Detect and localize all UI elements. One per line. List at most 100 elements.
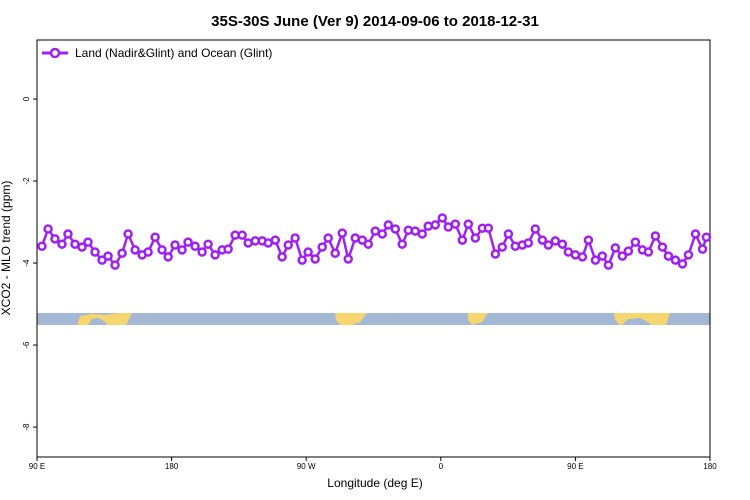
data-point	[190, 241, 200, 251]
data-point	[483, 223, 494, 233]
x-axis-label: Longitude (deg E)	[327, 476, 422, 490]
data-point	[650, 231, 661, 241]
data-point	[63, 229, 73, 239]
data-point	[277, 252, 287, 262]
data-point	[90, 247, 100, 257]
data-point	[490, 249, 501, 259]
data-point	[630, 237, 641, 247]
data-point	[143, 247, 153, 257]
data-point	[430, 220, 441, 230]
data-point	[550, 236, 561, 246]
data-point	[697, 244, 708, 254]
data-point	[43, 224, 53, 234]
data-point	[690, 229, 701, 239]
data-point	[363, 239, 374, 249]
data-point	[663, 251, 674, 261]
x-tick-label: 0	[439, 462, 444, 471]
data-point	[670, 255, 681, 265]
data-point	[377, 229, 388, 239]
data-point	[463, 219, 474, 229]
x-tick-label: 180	[703, 462, 717, 471]
data-point	[603, 260, 614, 270]
data-point	[383, 220, 394, 230]
data-point	[310, 254, 320, 264]
data-point	[270, 235, 280, 245]
y-tick-label: -4	[22, 259, 31, 267]
data-point	[470, 233, 481, 243]
data-point	[701, 232, 712, 242]
map-strip	[37, 313, 710, 325]
data-point	[543, 240, 554, 250]
data-point	[397, 239, 407, 249]
data-point	[357, 235, 368, 245]
land-patch	[335, 313, 367, 325]
y-tick-label: -2	[22, 177, 31, 185]
legend-label: Land (Nadir&Glint) and Ocean (Glint)	[75, 46, 272, 60]
data-point	[157, 245, 167, 255]
ocean-patch	[622, 318, 652, 325]
data-point	[177, 245, 187, 255]
x-tick-label: 180	[165, 462, 179, 471]
data-point	[110, 260, 120, 270]
legend-marker	[49, 47, 61, 59]
data-point	[657, 242, 668, 252]
data-point	[117, 248, 127, 258]
data-point	[103, 251, 113, 261]
plot-frame	[36, 39, 711, 458]
data-point	[123, 229, 133, 239]
data-point	[197, 247, 207, 257]
data-point	[343, 254, 353, 264]
chart-title: 35S-30S June (Ver 9) 2014-09-06 to 2018-…	[211, 13, 539, 30]
data-point	[130, 245, 140, 255]
y-tick-label: -8	[22, 423, 31, 431]
x-tick-label: 90 E	[567, 462, 583, 471]
data-point	[170, 240, 180, 250]
data-point	[183, 237, 193, 247]
data-point	[610, 243, 621, 253]
data-point	[390, 224, 401, 234]
data-point	[437, 213, 448, 223]
data-point	[163, 252, 173, 262]
data-point	[503, 229, 514, 239]
data-point	[303, 247, 313, 257]
data-point	[583, 235, 594, 245]
data-point	[83, 237, 93, 247]
x-tick-label: 90 W	[297, 462, 316, 471]
data-point	[57, 239, 67, 249]
data-point	[683, 250, 694, 260]
ocean-strip	[37, 313, 710, 325]
data-point	[283, 240, 294, 250]
y-tick-label: 0	[22, 96, 31, 101]
data-point	[50, 234, 60, 244]
data-point	[597, 251, 608, 261]
data-point	[677, 259, 688, 269]
y-tick-label: -6	[22, 341, 31, 349]
data-point	[290, 233, 300, 243]
data-point	[323, 233, 333, 243]
data-point	[37, 241, 47, 251]
data-point	[337, 228, 347, 238]
data-point	[223, 244, 233, 254]
data-point	[297, 255, 307, 265]
data-point	[77, 242, 87, 252]
data-point	[457, 235, 468, 245]
data-point	[97, 255, 107, 265]
data-point	[617, 251, 628, 261]
data-point	[497, 242, 508, 252]
data-point	[450, 219, 461, 229]
data-point	[203, 239, 213, 249]
y-axis-label: XCO2 - MLO trend (ppm)	[0, 181, 13, 316]
data-point	[523, 238, 534, 248]
data-point	[317, 242, 327, 252]
data-point	[557, 239, 568, 249]
data-point	[237, 230, 247, 240]
data-point	[623, 246, 634, 256]
data-point	[643, 247, 654, 257]
data-point	[590, 255, 601, 265]
ocean-patch	[88, 318, 108, 325]
data-point	[330, 248, 340, 258]
x-tick-label: 90 E	[29, 462, 45, 471]
land-patch	[468, 313, 488, 325]
